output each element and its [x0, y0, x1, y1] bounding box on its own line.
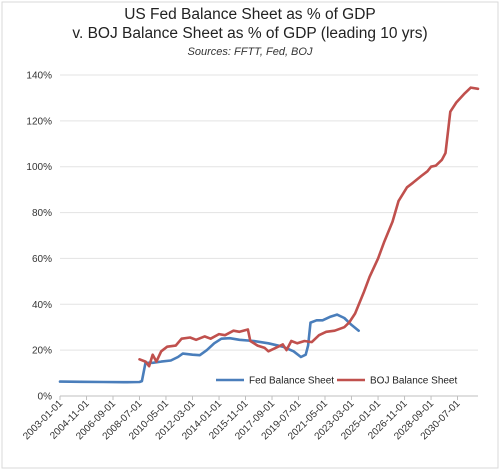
y-tick-label: 120% [26, 116, 52, 127]
series-line-fed-balance-sheet [58, 313, 361, 384]
y-tick-label: 140% [26, 71, 52, 82]
legend-label: BOJ Balance Sheet [370, 376, 457, 387]
chart-title: US Fed Balance Sheet as % of GDP [124, 6, 376, 23]
legend-label: Fed Balance Sheet [249, 376, 334, 387]
y-tick-label: 20% [32, 346, 52, 357]
y-tick-label: 60% [32, 254, 52, 265]
chart-source: Sources: FFTT, Fed, BOJ [187, 46, 313, 58]
y-tick-label: 100% [26, 162, 52, 173]
y-tick-label: 40% [32, 300, 52, 311]
chart-subtitle: v. BOJ Balance Sheet as % of GDP (leadin… [72, 25, 428, 42]
y-tick-label: 80% [32, 208, 52, 219]
y-tick-label: 0% [38, 392, 53, 403]
series-line-boj-balance-sheet [138, 86, 480, 368]
